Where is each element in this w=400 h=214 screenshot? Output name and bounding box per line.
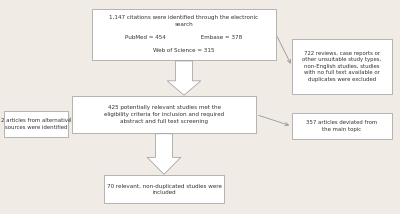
Text: 357 articles deviated from
the main topic: 357 articles deviated from the main topi… [306,120,378,132]
FancyBboxPatch shape [292,113,392,139]
FancyBboxPatch shape [292,39,392,94]
Text: 722 reviews, case reports or
other unsuitable study types,
non-English studies, : 722 reviews, case reports or other unsui… [302,51,382,82]
Text: 1,147 citations were identified through the electronic
search

PubMed = 454     : 1,147 citations were identified through … [110,15,258,53]
Text: 70 relevant, non-duplicated studies were
included: 70 relevant, non-duplicated studies were… [106,184,222,195]
FancyBboxPatch shape [4,111,68,137]
Text: 2 articles from alternative
sources were identified: 2 articles from alternative sources were… [1,118,71,130]
Polygon shape [147,134,181,174]
FancyBboxPatch shape [104,175,224,203]
FancyBboxPatch shape [72,96,256,133]
FancyBboxPatch shape [92,9,276,60]
Polygon shape [167,61,201,95]
Text: 425 potentially relevant studies met the
eligibility criteria for inclusion and : 425 potentially relevant studies met the… [104,105,224,124]
